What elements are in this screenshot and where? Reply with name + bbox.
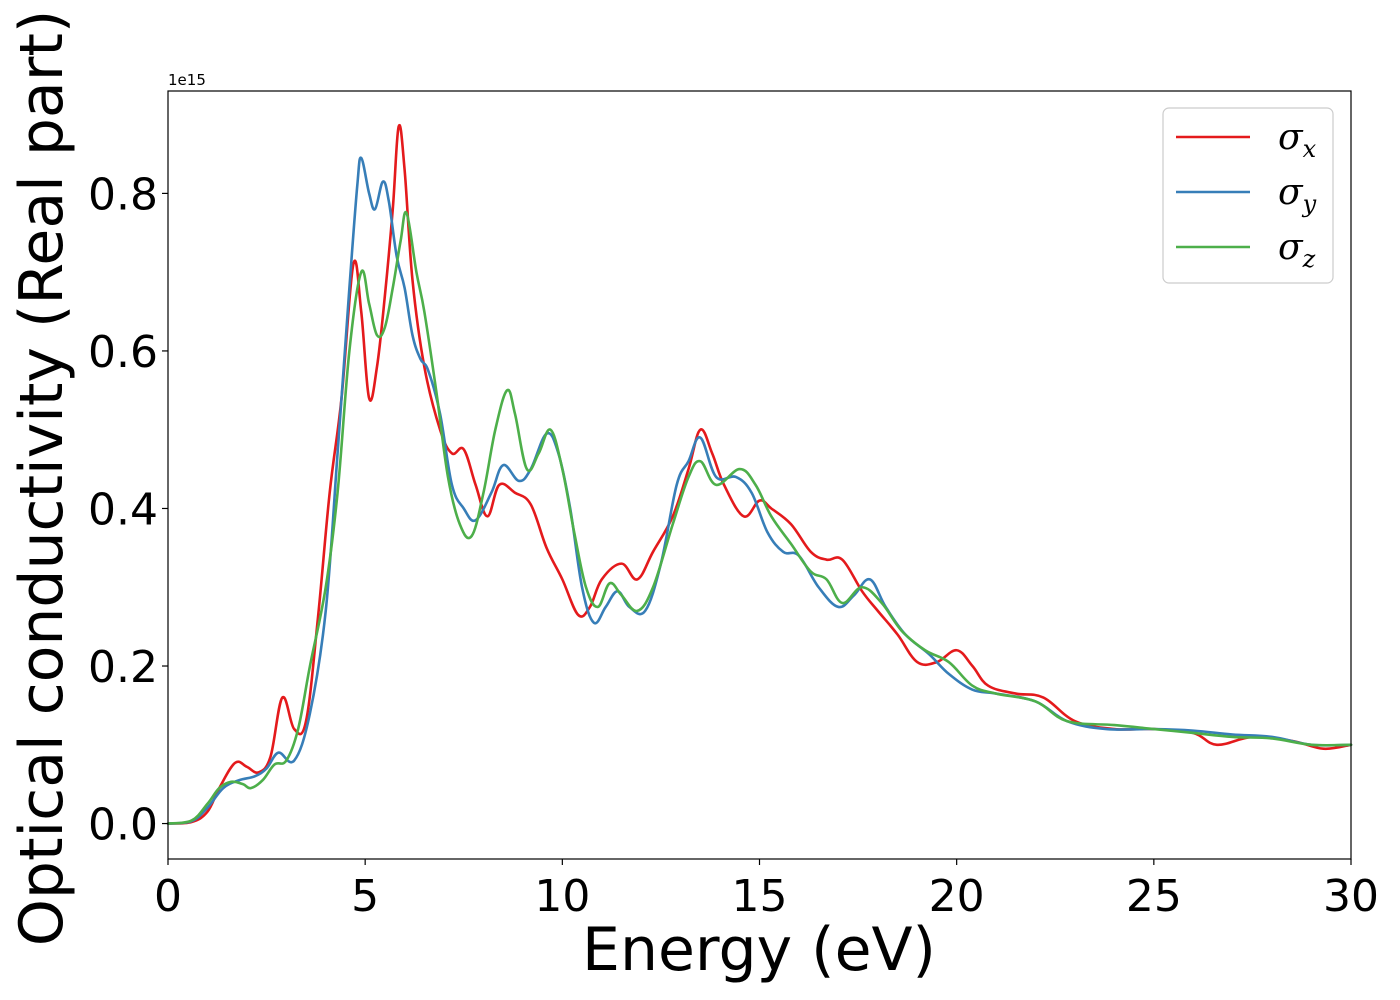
- y-tick-label: 0.8: [88, 169, 158, 220]
- y-axis-offset-label: 1e15: [168, 71, 206, 89]
- x-tick-label: 15: [732, 871, 788, 922]
- series-line-z: [166, 210, 1353, 825]
- legend-label-x: σx: [1278, 117, 1317, 163]
- x-axis: 0 5 10 15 20 25 30: [154, 859, 1379, 922]
- y-axis-title: Optical conductivity (Real part): [7, 10, 77, 947]
- legend-box: [1162, 107, 1334, 284]
- x-tick-label: 0: [154, 871, 182, 922]
- x-tick-label: 10: [534, 871, 590, 922]
- x-axis-title: Energy (eV): [582, 915, 936, 985]
- legend-label-subscript: x: [1303, 135, 1317, 163]
- legend-label-base: σ: [1278, 227, 1304, 268]
- x-tick-label: 30: [1323, 871, 1379, 922]
- legend-label-y: σy: [1278, 172, 1317, 218]
- plot-lines: [166, 123, 1353, 825]
- y-tick-label: 0.2: [88, 642, 158, 693]
- y-tick-label: 0.6: [88, 327, 158, 378]
- x-tick-label: 25: [1126, 871, 1182, 922]
- legend-label-base: σ: [1278, 172, 1304, 213]
- legend-label-subscript: y: [1302, 190, 1317, 218]
- y-axis: 0.0 0.2 0.4 0.6 0.8: [88, 169, 168, 851]
- legend-label-z: σz: [1278, 227, 1316, 273]
- y-tick-label: 0.0: [88, 800, 158, 851]
- series-line-x: [166, 123, 1353, 825]
- x-tick-label: 5: [351, 871, 379, 922]
- legend-label-base: σ: [1278, 117, 1304, 158]
- legend-label-subscript: z: [1302, 245, 1316, 273]
- x-tick-label: 20: [929, 871, 985, 922]
- y-tick-label: 0.4: [88, 484, 158, 535]
